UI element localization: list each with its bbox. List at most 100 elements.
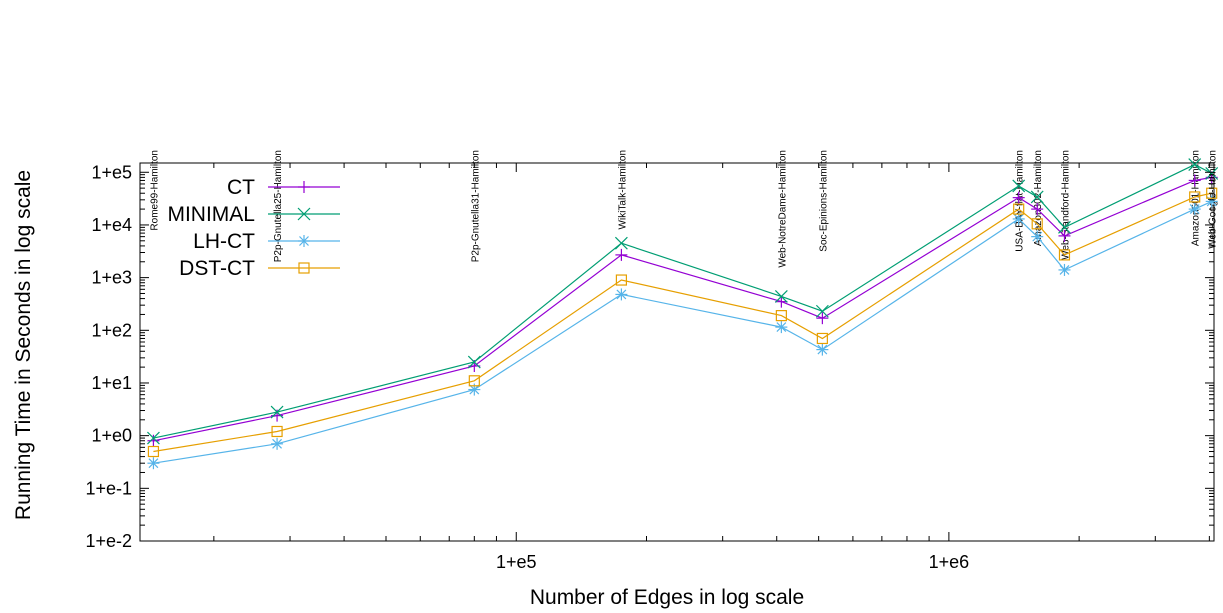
asterisk-mark <box>148 458 159 469</box>
graph-label: Web-NotreDame-Hamilton <box>777 150 788 268</box>
data-point <box>147 445 160 458</box>
data-point <box>815 304 829 318</box>
legend-label: DST-CT <box>179 257 255 280</box>
box-mark <box>1189 191 1201 203</box>
data-point <box>1031 218 1043 230</box>
asterisk-mark <box>299 236 309 246</box>
cross-mark <box>1030 190 1044 204</box>
graph-label: USA-BAY-flat-Hamilton <box>1015 150 1026 252</box>
y-tick-label: 1+e3 <box>91 268 132 288</box>
data-point <box>271 437 284 450</box>
data-point <box>298 262 310 274</box>
cross-mark <box>467 355 481 369</box>
data-point <box>816 312 829 325</box>
asterisk-mark <box>616 289 627 300</box>
box-mark <box>298 262 310 274</box>
graph-label: Rome99-Hamilton <box>149 150 160 231</box>
asterisk-mark <box>776 322 787 333</box>
data-point <box>1031 230 1044 243</box>
series-line <box>153 176 1212 442</box>
data-point <box>147 457 160 470</box>
legend-label: CT <box>227 176 255 199</box>
data-point <box>147 431 160 445</box>
box-mark <box>147 445 160 458</box>
data-point <box>1012 179 1026 193</box>
box-mark <box>615 274 627 286</box>
data-point <box>1012 191 1025 204</box>
box-mark <box>271 425 283 438</box>
x-tick-label: 1+e6 <box>929 552 970 572</box>
graph-label: P2p-Gnutella31-Hamilton <box>470 150 481 262</box>
data-point <box>468 383 481 396</box>
y-tick-label: 1+e-1 <box>85 478 132 498</box>
x-tick-label: 1+e5 <box>496 552 537 572</box>
asterisk-mark <box>272 438 282 449</box>
data-point <box>615 274 627 286</box>
box-mark <box>816 332 828 345</box>
cross-mark <box>1205 167 1219 180</box>
data-point <box>615 288 628 301</box>
data-point <box>298 235 310 247</box>
series-lh-ct <box>147 195 1218 470</box>
y-axis-title: Running Time in Seconds in log scale <box>12 170 35 520</box>
box-mark <box>1058 249 1071 261</box>
data-point <box>1031 203 1044 216</box>
data-point <box>774 289 788 303</box>
x-axis-ticks: 1+e5 1+e6 <box>213 163 1210 572</box>
data-point <box>468 375 480 387</box>
data-point <box>775 295 788 308</box>
data-point <box>1058 229 1071 242</box>
y-tick-label: 1+e2 <box>91 320 132 340</box>
graph-label: WikiTalk-Hamilton <box>617 150 628 229</box>
data-point <box>816 332 828 345</box>
cross-mark <box>815 304 829 318</box>
legend-label: LH-CT <box>193 230 255 253</box>
box-mark <box>775 310 787 322</box>
data-point <box>1189 191 1201 203</box>
plot-border <box>139 162 1215 542</box>
graph-label: Web-Standford-Hamilton <box>1060 150 1071 260</box>
cross-mark <box>147 431 160 445</box>
graph-label: P2p-Gnutella25-Hamilton <box>273 150 284 262</box>
cross-mark <box>1012 179 1026 193</box>
data-point <box>1058 220 1071 234</box>
asterisk-mark <box>1189 204 1200 215</box>
asterisk-mark <box>469 384 480 395</box>
data-point <box>1205 167 1219 180</box>
y-axis-ticks: 1+e-2 1+e-1 1+e0 1+e1 1+e2 1+e3 1+e4 1+e5 <box>85 162 1214 551</box>
y-tick-label: 1+e0 <box>91 426 132 446</box>
data-point <box>1058 263 1071 276</box>
plot-area <box>139 162 1215 542</box>
graph-label: Amazon601-Hamilton <box>1191 150 1202 246</box>
data-point <box>1030 190 1044 204</box>
data-point <box>1012 212 1025 225</box>
series-minimal <box>147 158 1219 445</box>
cross-mark <box>774 289 788 303</box>
data-point <box>615 248 628 261</box>
data-point <box>1205 195 1218 208</box>
box-mark <box>468 375 480 387</box>
y-tick-label: 1+e1 <box>91 373 132 393</box>
data-point <box>297 207 311 221</box>
graph-label: Soc-Epinions-Hamilton <box>818 150 829 252</box>
cross-mark <box>1058 220 1071 234</box>
y-tick-label: 1+e-2 <box>85 531 132 551</box>
data-point <box>1188 203 1201 216</box>
data-point <box>816 343 829 356</box>
cross-mark <box>614 236 628 250</box>
series-line <box>153 163 1212 439</box>
asterisk-mark <box>1032 231 1043 242</box>
x-axis-title: Number of Edges in log scale <box>530 586 804 609</box>
data-point <box>775 310 787 322</box>
legend: CT MINIMAL LH-CT DST-CT <box>167 176 340 280</box>
box-mark <box>1013 203 1025 215</box>
legend-label: MINIMAL <box>167 203 255 226</box>
cross-mark <box>1188 158 1202 172</box>
data-point <box>614 236 628 250</box>
y-tick-label: 1+e4 <box>91 215 132 235</box>
data-point <box>775 321 788 334</box>
data-point <box>271 425 283 438</box>
data-point <box>1013 203 1025 215</box>
data-point <box>298 181 310 193</box>
